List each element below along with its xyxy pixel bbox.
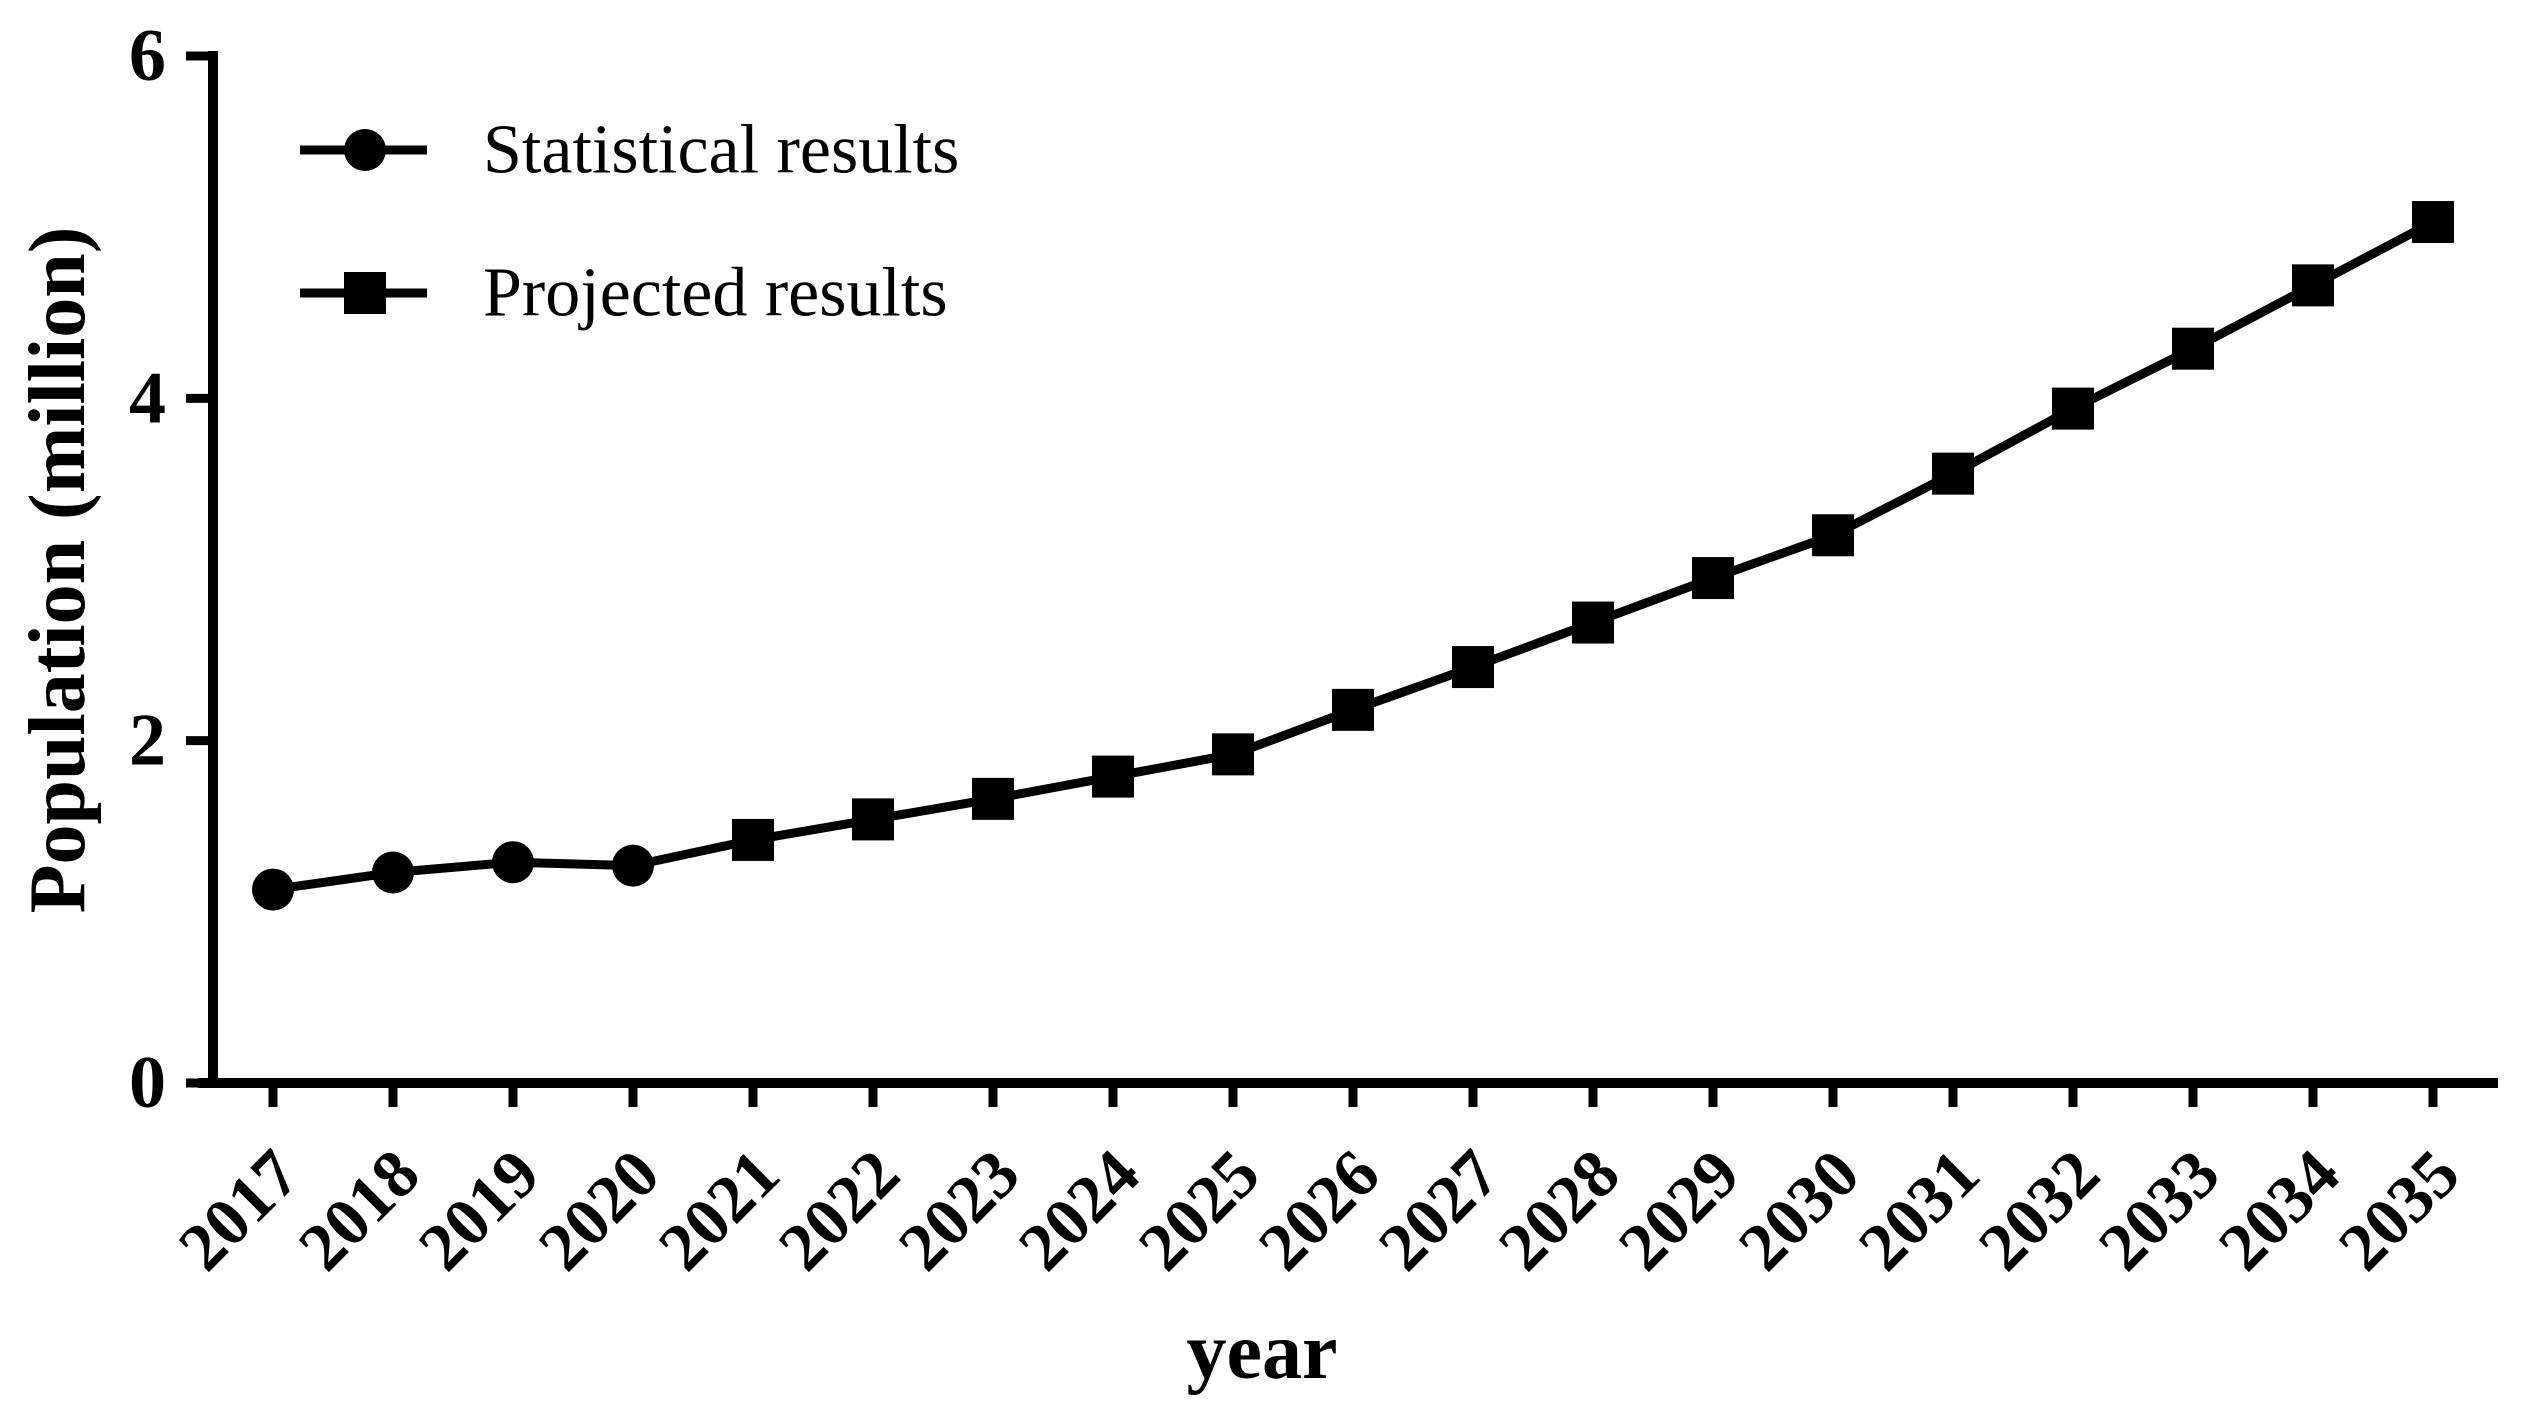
data-point-square	[1092, 755, 1134, 798]
x-tick-label: 2020	[524, 1135, 674, 1285]
y-axis-ticks	[186, 51, 213, 1088]
x-tick-label: 2030	[1724, 1135, 1874, 1285]
x-tick-label: 2028	[1484, 1135, 1634, 1285]
y-tick-label: 4	[129, 357, 166, 439]
data-point-square	[2412, 201, 2454, 244]
x-tick-label: 2025	[1124, 1135, 1274, 1285]
y-tick-label: 2	[129, 700, 166, 782]
x-tick-label: 2032	[1964, 1135, 2114, 1285]
data-point-square	[1212, 733, 1254, 776]
data-point-square	[2292, 264, 2334, 307]
y-tick-label: 6	[129, 15, 166, 97]
y-axis-tick-labels: 0 2 4 6	[129, 15, 166, 1124]
circle-marker-icon	[344, 129, 386, 171]
data-point-square	[852, 798, 894, 841]
square-marker-icon	[344, 272, 386, 314]
axes	[198, 51, 2498, 1088]
x-axis-title: year	[1186, 1308, 1337, 1396]
data-point-square	[732, 818, 774, 861]
x-tick-label: 2034	[2204, 1135, 2354, 1285]
data-point-square	[2172, 327, 2214, 370]
data-point-circle	[492, 841, 534, 884]
x-tick-label: 2033	[2084, 1135, 2234, 1285]
x-axis-tick-labels: 2017201820192020202120222023202420252026…	[164, 1135, 2474, 1285]
x-tick-label: 2021	[644, 1135, 794, 1285]
x-axis-ticks	[268, 1083, 2438, 1107]
x-tick-label: 2035	[2324, 1135, 2474, 1285]
data-point-circle	[612, 844, 654, 887]
y-axis-title: Population (million)	[14, 227, 102, 914]
x-tick-label: 2017	[164, 1135, 314, 1285]
x-tick-label: 2026	[1244, 1135, 1394, 1285]
legend-item-statistical: Statistical results	[300, 112, 959, 189]
data-point-square	[1452, 646, 1494, 689]
data-point-square	[972, 777, 1014, 820]
legend-item-projected: Projected results	[300, 255, 948, 332]
series-plot	[252, 201, 2454, 911]
x-tick-label: 2022	[764, 1135, 914, 1285]
x-tick-label: 2029	[1604, 1135, 1754, 1285]
data-point-square	[1692, 557, 1734, 600]
x-tick-label: 2024	[1004, 1135, 1154, 1285]
legend-label-statistical: Statistical results	[483, 112, 959, 189]
legend-label-projected: Projected results	[483, 255, 948, 332]
x-tick-label: 2027	[1364, 1135, 1514, 1285]
data-point-square	[1932, 452, 1974, 495]
data-point-square	[1332, 688, 1374, 731]
x-tick-label: 2018	[284, 1135, 434, 1285]
data-point-circle	[372, 851, 414, 894]
x-tick-label: 2023	[884, 1135, 1034, 1285]
data-point-square	[1572, 601, 1614, 644]
data-point-square	[2052, 387, 2094, 430]
x-tick-label: 2031	[1844, 1135, 1994, 1285]
y-tick-label: 0	[129, 1042, 166, 1124]
data-point-circle	[252, 868, 294, 911]
legend: Statistical results Projected results	[300, 112, 959, 332]
x-tick-label: 2019	[404, 1135, 554, 1285]
data-point-square	[1812, 514, 1854, 557]
